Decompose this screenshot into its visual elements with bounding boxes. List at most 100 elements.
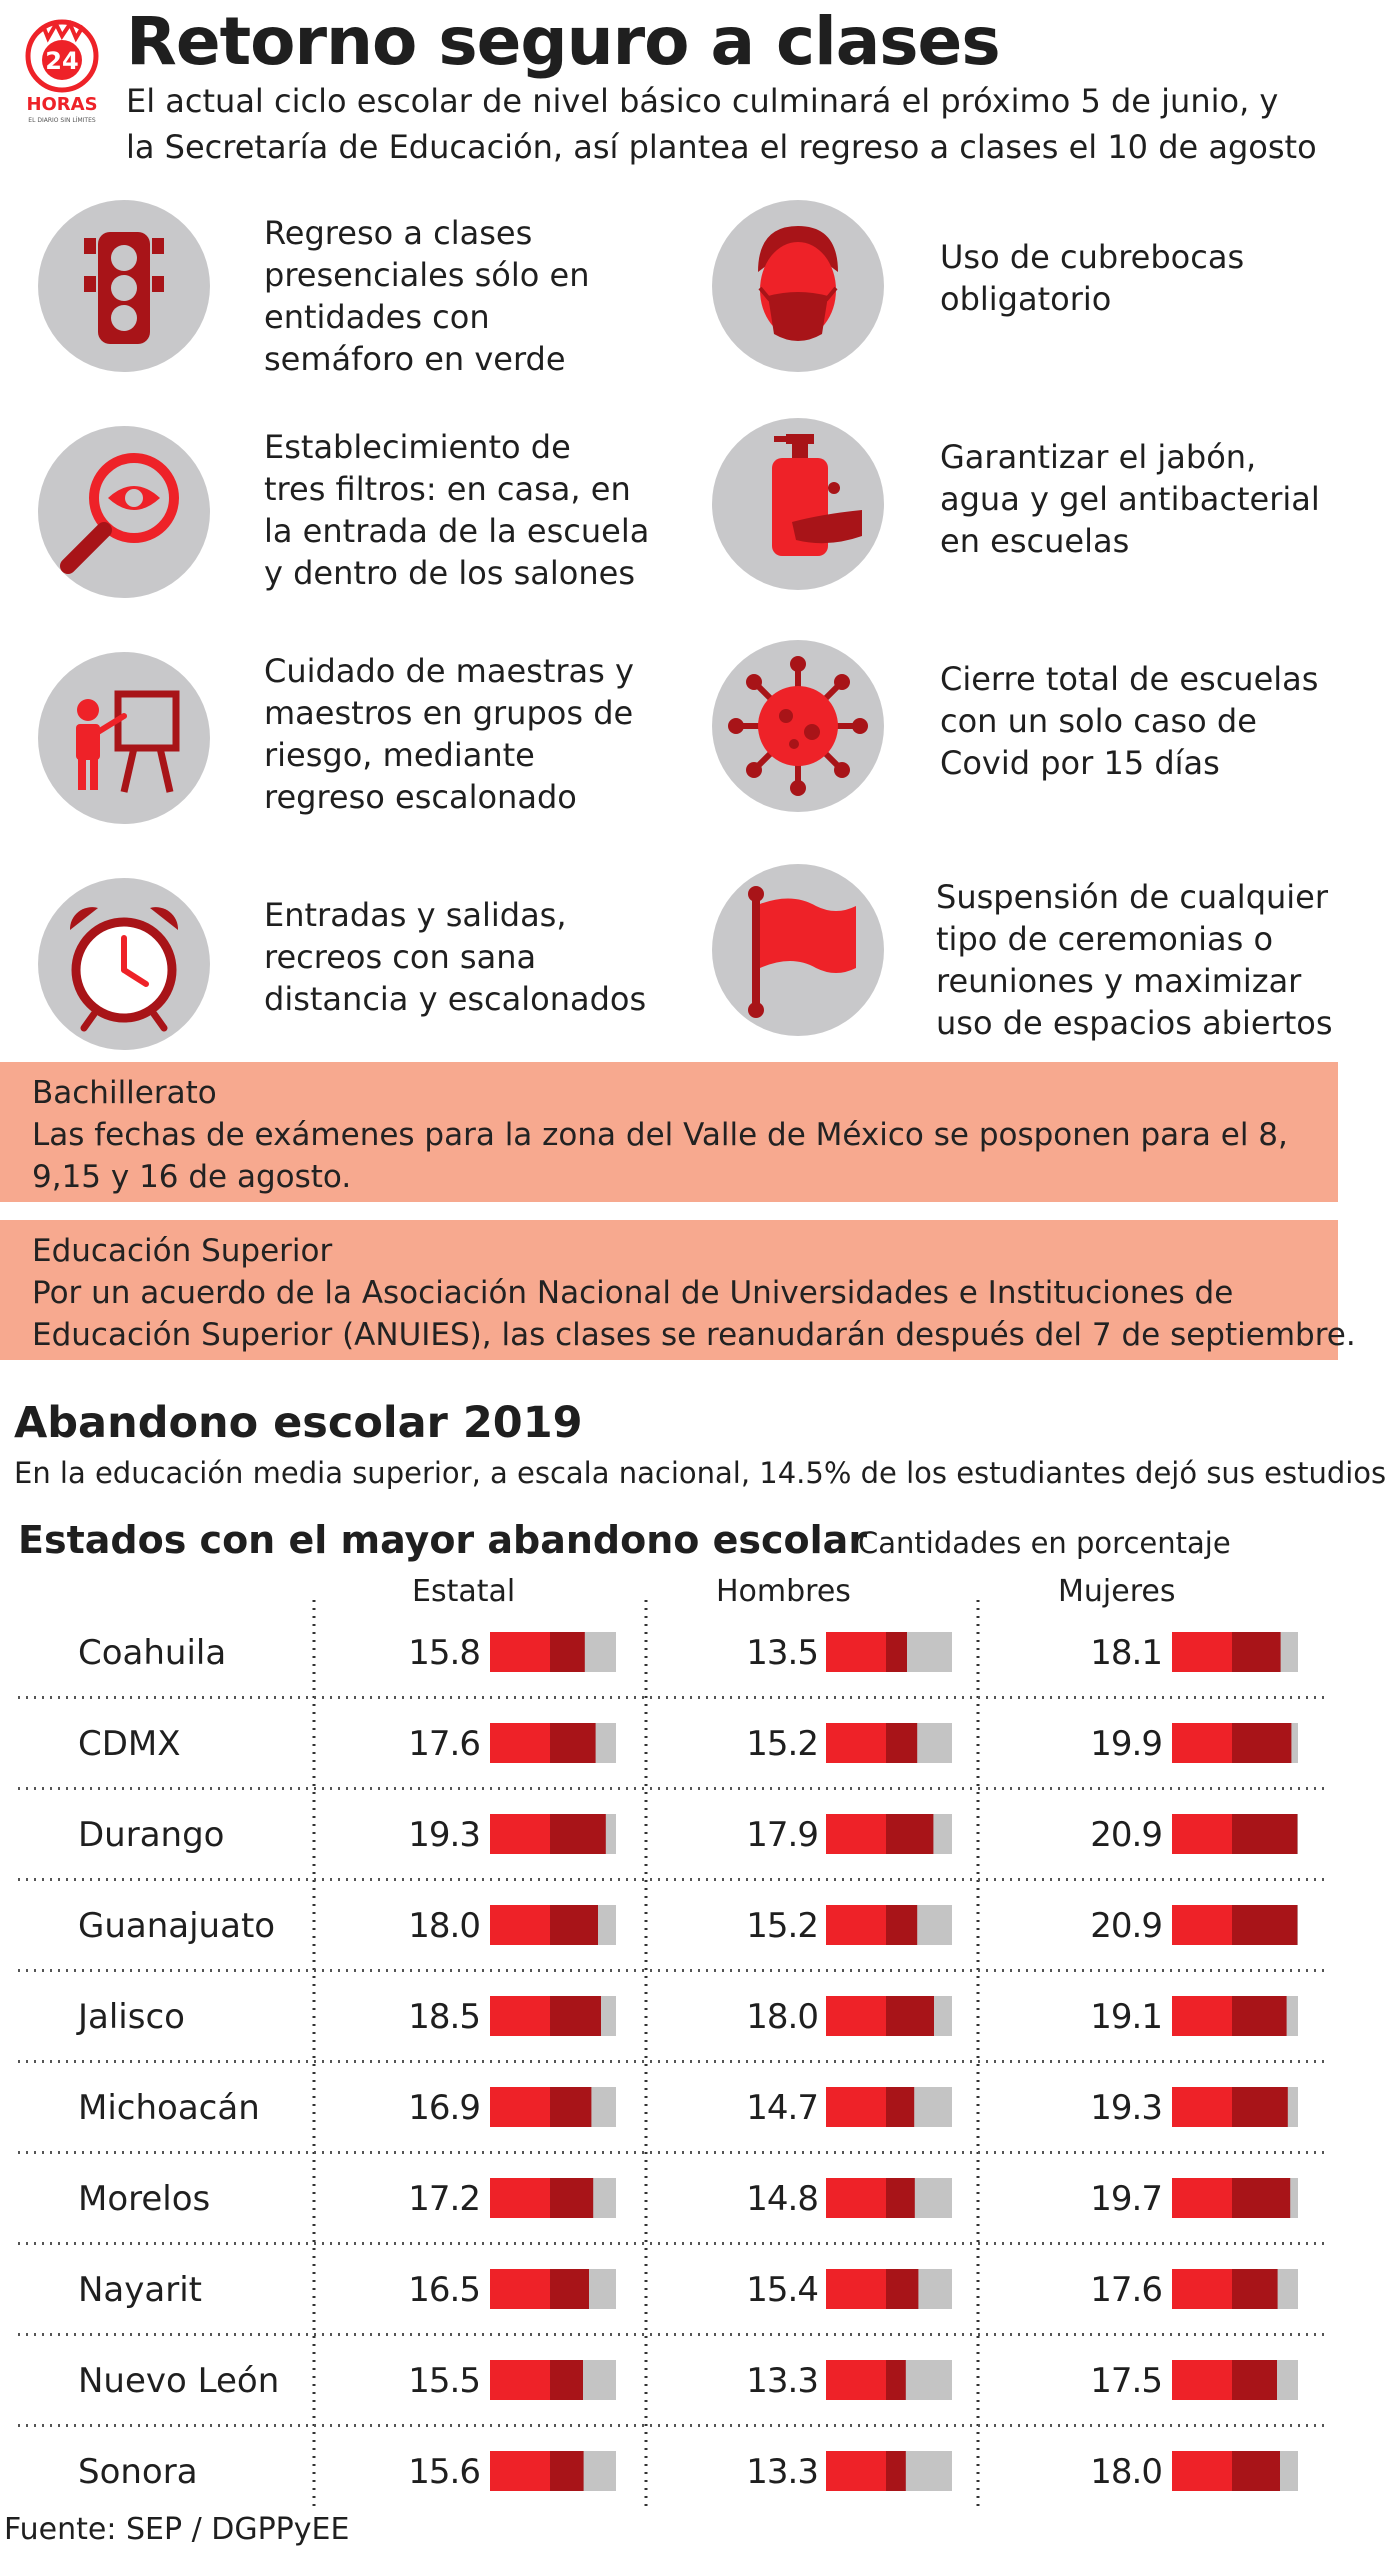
notice-educacion-superior: Educación Superior Por un acuerdo de la … bbox=[0, 1220, 1356, 1360]
bar-fill bbox=[490, 1723, 550, 1763]
subtitle-line: El actual ciclo escolar de nivel básico … bbox=[126, 82, 1279, 120]
measure-line: la entrada de la escuela bbox=[264, 512, 650, 550]
value-label: 14.7 bbox=[746, 2088, 818, 2128]
bar-fill bbox=[490, 2087, 550, 2127]
magnifier-eye-icon bbox=[38, 426, 210, 598]
measure-text: Establecimiento de tres filtros: en casa… bbox=[264, 426, 649, 594]
bar-fill bbox=[490, 1632, 550, 1672]
value-label: 17.6 bbox=[1090, 2270, 1162, 2310]
bar-fill-dark bbox=[886, 1632, 907, 1672]
bar-fill-dark bbox=[550, 2178, 594, 2218]
bar-fill-dark bbox=[886, 2178, 915, 2218]
value-label: 13.3 bbox=[746, 2452, 818, 2492]
bar-fill bbox=[826, 1814, 886, 1854]
column-header-hombres: Hombres bbox=[716, 1574, 851, 1609]
measure-line: distancia y escalonados bbox=[264, 980, 647, 1018]
dropout-subtitle: En la educación media superior, a escala… bbox=[14, 1456, 1387, 1490]
state-label: Michoacán bbox=[78, 2088, 260, 2128]
notice-heading: Bachillerato bbox=[32, 1075, 217, 1111]
bar-fill-dark bbox=[550, 1814, 606, 1854]
column-header-estatal: Estatal bbox=[412, 1574, 516, 1609]
bar-fill bbox=[1172, 2451, 1232, 2491]
measure-line: recreos con sana bbox=[264, 938, 537, 976]
bar-fill-dark bbox=[886, 2269, 919, 2309]
page-title: Retorno seguro a clases bbox=[126, 3, 1001, 80]
measure-line: y dentro de los salones bbox=[264, 554, 636, 592]
value-label: 20.9 bbox=[1090, 1815, 1162, 1855]
state-label: Nuevo León bbox=[78, 2361, 279, 2401]
measure-line: obligatorio bbox=[940, 280, 1112, 318]
value-label: 16.5 bbox=[408, 2270, 480, 2310]
bar-fill-dark bbox=[1232, 1723, 1292, 1763]
bar-fill bbox=[490, 1814, 550, 1854]
bar-fill bbox=[826, 1632, 886, 1672]
value-label: 18.1 bbox=[1090, 1633, 1162, 1673]
value-label: 18.0 bbox=[1090, 2452, 1162, 2492]
bar-fill bbox=[826, 1996, 886, 2036]
value-label: 19.7 bbox=[1090, 2179, 1162, 2219]
bar-fill bbox=[1172, 1723, 1232, 1763]
measure-text: Regreso a clases presenciales sólo en en… bbox=[264, 212, 589, 380]
bar-fill-dark bbox=[886, 1814, 934, 1854]
svg-text:24: 24 bbox=[45, 47, 78, 75]
value-label: 15.4 bbox=[746, 2270, 818, 2310]
bar-fill-dark bbox=[1232, 1814, 1298, 1854]
bar-fill bbox=[490, 2269, 550, 2309]
bar-fill-dark bbox=[1232, 2451, 1280, 2491]
measure-line: Entradas y salidas, bbox=[264, 896, 567, 934]
measure-line: Uso de cubrebocas bbox=[940, 238, 1245, 276]
measure-text: Entradas y salidas, recreos con sana dis… bbox=[264, 894, 646, 1020]
measure-line: Suspensión de cualquier bbox=[936, 878, 1329, 916]
measure-line: tipo de ceremonias o bbox=[936, 920, 1274, 958]
bar-fill-dark bbox=[1232, 1905, 1298, 1945]
state-label: Coahuila bbox=[78, 1633, 226, 1673]
bar-fill-dark bbox=[550, 2269, 589, 2309]
measure-line: agua y gel antibacterial bbox=[940, 480, 1320, 518]
state-label: CDMX bbox=[78, 1724, 181, 1764]
bar-fill bbox=[1172, 2178, 1232, 2218]
measure-line: riesgo, mediante bbox=[264, 736, 535, 774]
value-label: 17.2 bbox=[408, 2179, 480, 2219]
value-label: 19.3 bbox=[408, 1815, 480, 1855]
value-label: 18.5 bbox=[408, 1997, 480, 2037]
value-label: 15.5 bbox=[408, 2361, 480, 2401]
notice-line: Por un acuerdo de la Asociación Nacional… bbox=[32, 1275, 1234, 1311]
measure-text: Cuidado de maestras y maestros en grupos… bbox=[264, 650, 634, 818]
notice-heading: Educación Superior bbox=[32, 1233, 333, 1269]
state-label: Nayarit bbox=[78, 2270, 202, 2310]
bar-fill-dark bbox=[886, 1723, 918, 1763]
bar-fill-dark bbox=[1232, 2178, 1291, 2218]
measure-text: Uso de cubrebocas obligatorio bbox=[940, 236, 1244, 320]
teacher-board-icon bbox=[38, 652, 210, 824]
bar-fill-dark bbox=[550, 2451, 584, 2491]
soap-dispenser-icon bbox=[712, 418, 884, 590]
bar-fill-dark bbox=[886, 2360, 906, 2400]
measure-text: Garantizar el jabón, agua y gel antibact… bbox=[940, 436, 1320, 562]
state-label: Morelos bbox=[78, 2179, 210, 2219]
notice-line: Educación Superior (ANUIES), las clases … bbox=[32, 1317, 1356, 1353]
bar-fill bbox=[826, 2269, 886, 2309]
value-label: 13.3 bbox=[746, 2361, 818, 2401]
measure-line: con un solo caso de bbox=[940, 702, 1257, 740]
bar-fill bbox=[490, 2178, 550, 2218]
value-label: 18.0 bbox=[408, 1906, 480, 1946]
notice-bachillerato: Bachillerato Las fechas de exámenes para… bbox=[0, 1062, 1338, 1202]
face-mask-icon bbox=[712, 200, 884, 372]
bar-fill bbox=[826, 2178, 886, 2218]
state-label: Guanajuato bbox=[78, 1906, 275, 1946]
value-label: 15.6 bbox=[408, 2452, 480, 2492]
value-label: 17.5 bbox=[1090, 2361, 1162, 2401]
state-label: Sonora bbox=[78, 2452, 198, 2492]
measure-line: Garantizar el jabón, bbox=[940, 438, 1257, 476]
bar-fill-dark bbox=[550, 1905, 598, 1945]
dropout-table-chart: Coahuila 15.8 13.5 18.1 CDMX 17.6 15.2 19.9 Dura… bbox=[18, 1600, 1330, 2511]
value-label: 15.2 bbox=[746, 1906, 818, 1946]
dropout-title: Abandono escolar 2019 bbox=[14, 1398, 583, 1448]
bar-fill-dark bbox=[1232, 1632, 1281, 1672]
measure-line: semáforo en verde bbox=[264, 340, 566, 378]
bar-fill-dark bbox=[550, 1632, 585, 1672]
bar-fill-dark bbox=[886, 1996, 934, 2036]
measure-line: Establecimiento de bbox=[264, 428, 571, 466]
svg-text:EL DIARIO SIN LÍMITES: EL DIARIO SIN LÍMITES bbox=[28, 117, 96, 124]
bar-fill-dark bbox=[886, 2087, 915, 2127]
